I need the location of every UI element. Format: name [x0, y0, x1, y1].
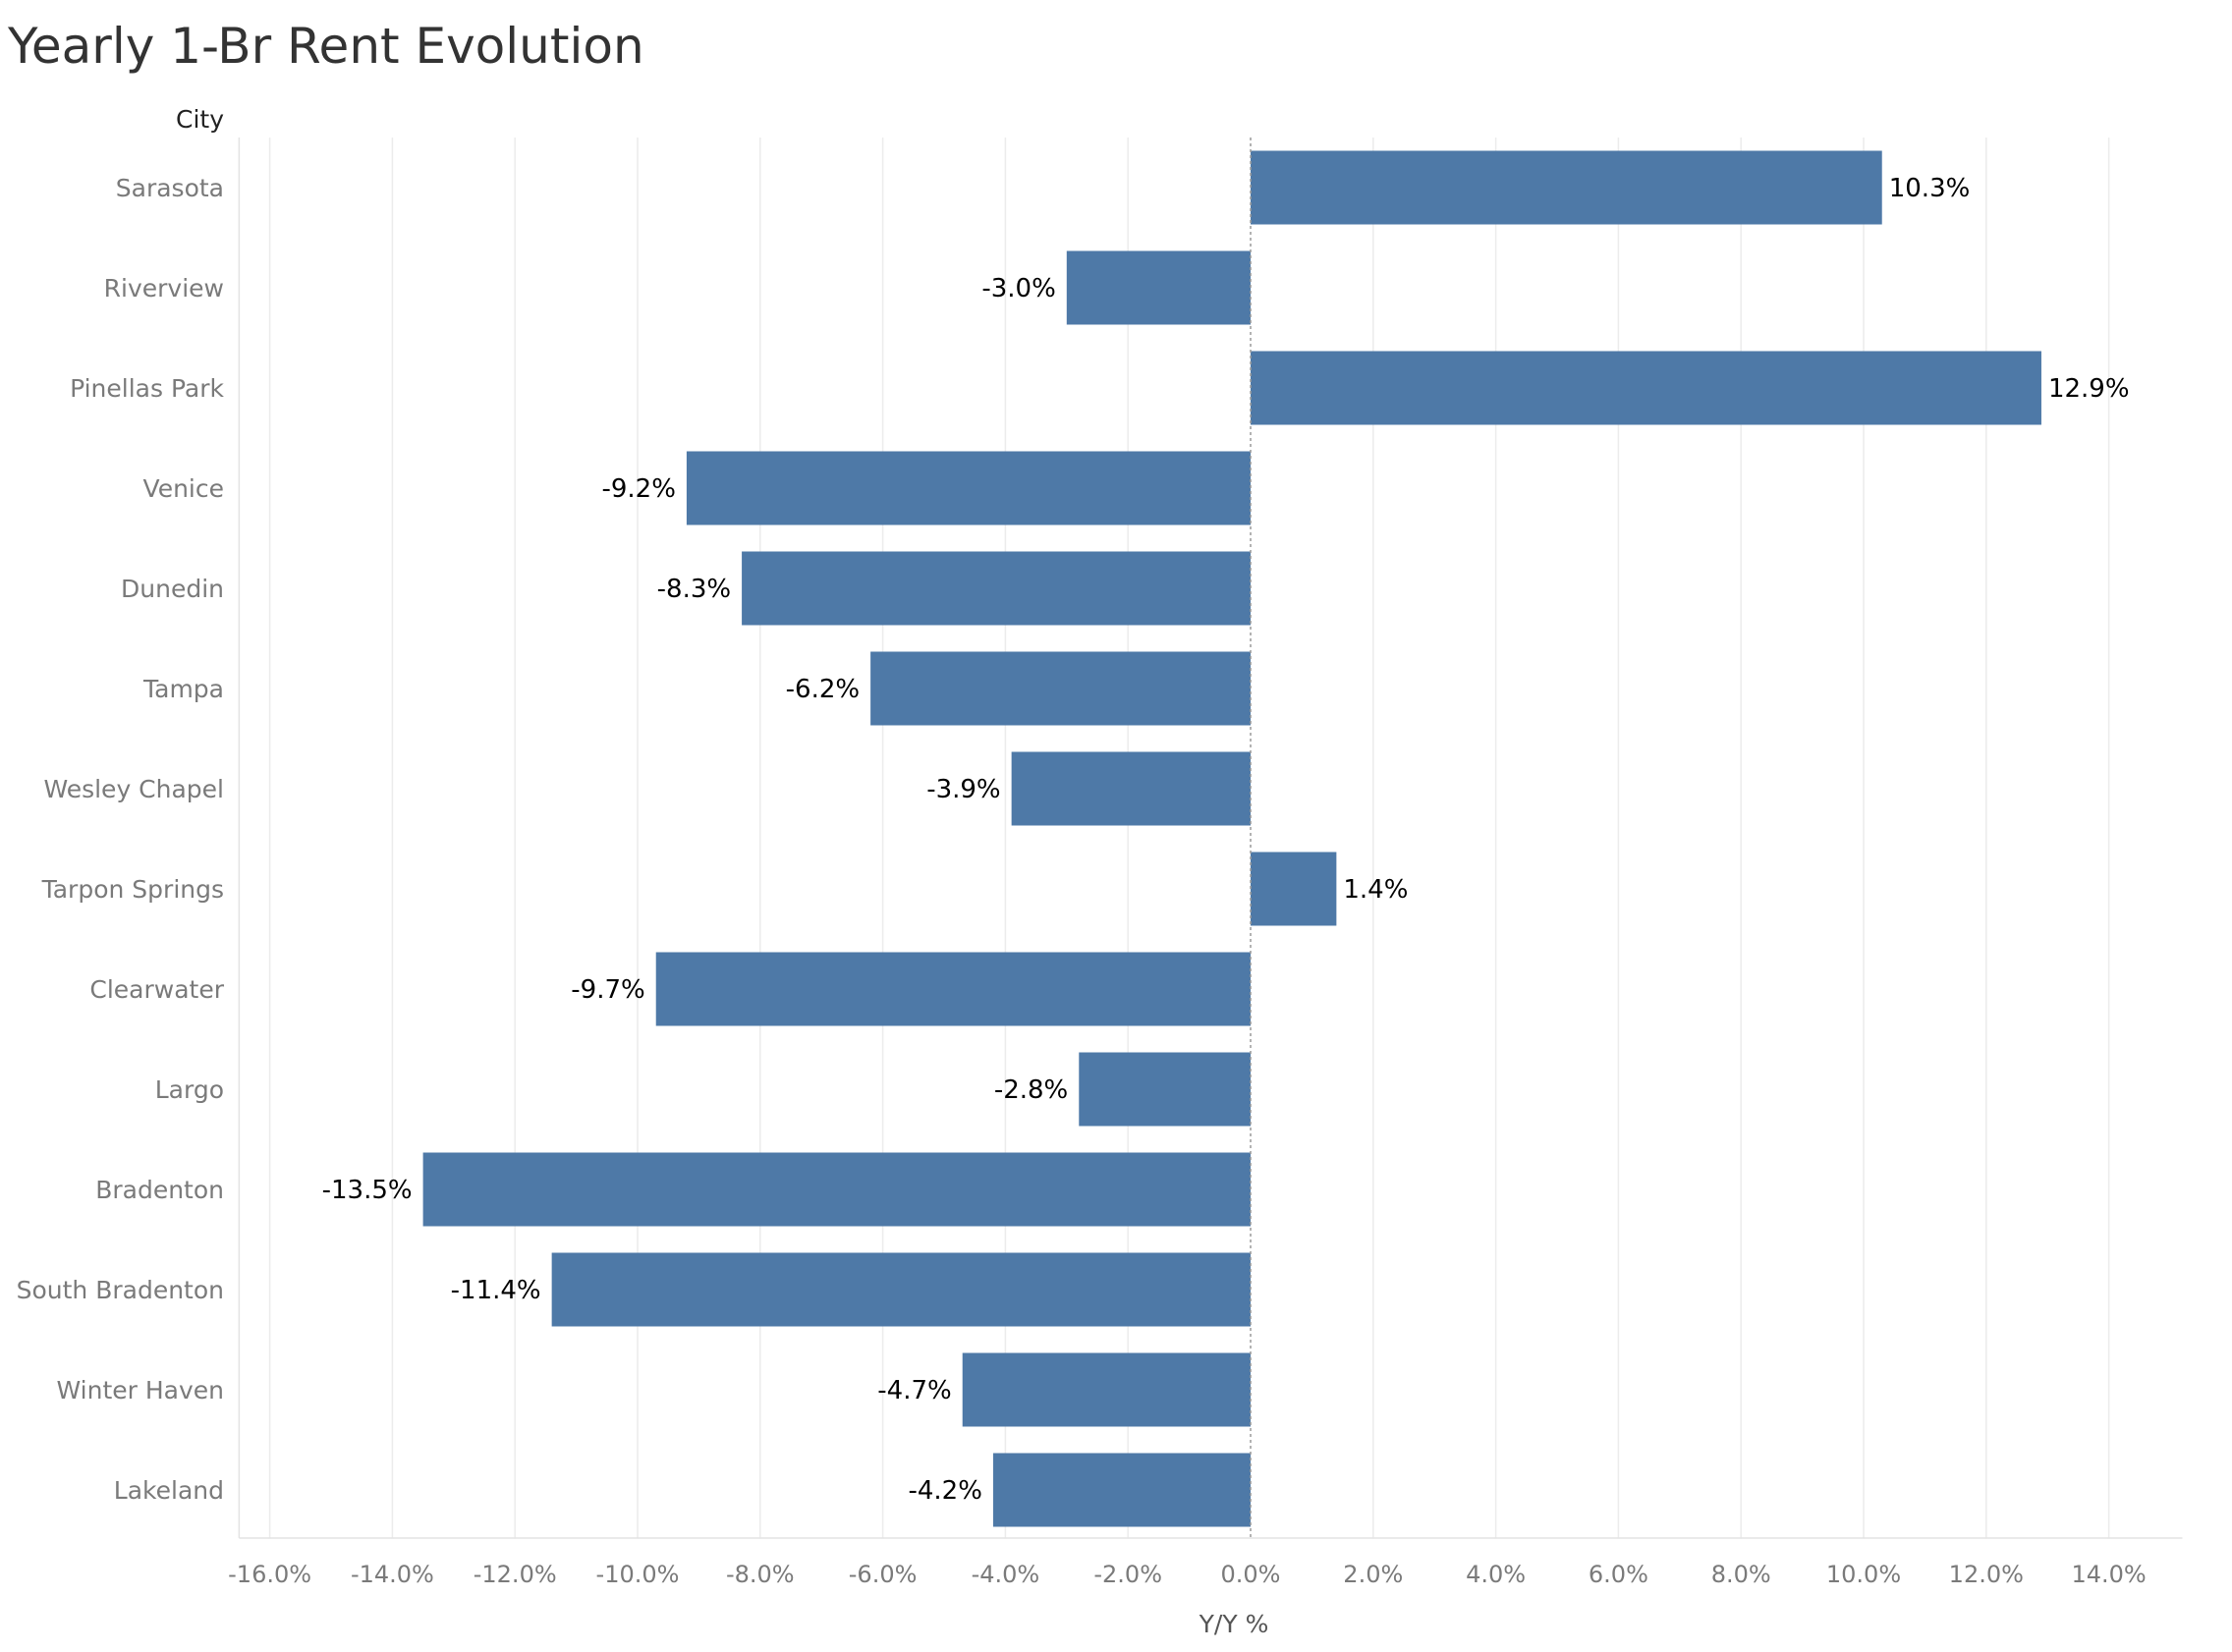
chart-title: Yearly 1-Br Rent Evolution: [7, 18, 644, 75]
bar: [1011, 751, 1251, 826]
bar: [962, 1352, 1251, 1427]
data-label: -4.7%: [877, 1376, 951, 1405]
bar: [992, 1453, 1251, 1527]
bar: [1066, 250, 1251, 325]
x-tick-label: -16.0%: [228, 1561, 311, 1588]
bar: [551, 1252, 1251, 1327]
category-label: Tarpon Springs: [41, 875, 224, 904]
city-labels: Sarasota Riverview Pinellas Park Venice Dune…: [17, 174, 225, 1505]
x-tick-label: 0.0%: [1221, 1561, 1281, 1588]
category-label: Venice: [143, 474, 224, 503]
category-label: Winter Haven: [56, 1376, 224, 1404]
data-label: -3.9%: [926, 775, 1000, 804]
bar: [1251, 351, 2041, 425]
bar: [742, 551, 1251, 626]
x-axis-title: Y/Y %: [1199, 1610, 1269, 1638]
bar: [1251, 852, 1337, 926]
bar: [1251, 150, 1882, 225]
data-label: 1.4%: [1343, 875, 1408, 905]
x-tick-label: 4.0%: [1466, 1561, 1526, 1588]
x-tick-label: -2.0%: [1093, 1561, 1162, 1588]
category-label: Riverview: [104, 274, 224, 303]
data-label: -6.2%: [786, 675, 860, 704]
x-tick-label: 10.0%: [1826, 1561, 1901, 1588]
data-label: -2.8%: [994, 1075, 1068, 1105]
x-tick-label: -12.0%: [474, 1561, 557, 1588]
category-label: Largo: [155, 1075, 224, 1104]
x-tick-label: 14.0%: [2071, 1561, 2146, 1588]
category-label: Wesley Chapel: [43, 775, 224, 803]
category-label: Tampa: [142, 675, 224, 703]
x-tick-label: 2.0%: [1343, 1561, 1403, 1588]
category-label: Sarasota: [116, 174, 224, 202]
bar: [422, 1152, 1252, 1227]
category-label: South Bradenton: [17, 1276, 224, 1304]
category-label: Clearwater: [89, 975, 224, 1004]
category-label: Lakeland: [114, 1476, 224, 1505]
bars: [422, 138, 2041, 1538]
category-label: Pinellas Park: [70, 374, 224, 403]
gridlines: [238, 138, 2183, 1539]
category-label: Dunedin: [121, 575, 224, 603]
x-tick-label: -14.0%: [351, 1561, 434, 1588]
bar: [686, 451, 1251, 525]
x-tick-label: -8.0%: [726, 1561, 795, 1588]
data-label: -9.7%: [571, 975, 644, 1005]
data-label: -11.4%: [451, 1276, 541, 1305]
x-tick-label: -10.0%: [596, 1561, 680, 1588]
data-label: 10.3%: [1889, 174, 1971, 203]
bar: [1079, 1052, 1251, 1127]
data-label: -9.2%: [601, 474, 675, 504]
value-labels: 10.3% -3.0% 12.9% -9.2% -8.3% -6.2% -3.9% 1.4% -…: [322, 174, 2130, 1506]
data-label: -8.3%: [657, 575, 731, 604]
bar: [655, 952, 1251, 1026]
x-tick-label: 12.0%: [1949, 1561, 2024, 1588]
data-label: -4.2%: [908, 1476, 981, 1506]
data-label: -3.0%: [981, 274, 1055, 303]
bar: [870, 651, 1251, 726]
data-label: -13.5%: [322, 1176, 413, 1205]
data-label: 12.9%: [2048, 374, 2130, 404]
row-header-city: City: [176, 105, 224, 134]
x-axis-ticks: -16.0% -14.0% -12.0% -10.0% -8.0% -6.0% -4.0% -…: [228, 1561, 2147, 1588]
x-tick-label: 6.0%: [1589, 1561, 1648, 1588]
x-tick-label: -6.0%: [849, 1561, 918, 1588]
category-label: Bradenton: [95, 1176, 224, 1204]
x-tick-label: -4.0%: [972, 1561, 1040, 1588]
x-tick-label: 8.0%: [1711, 1561, 1771, 1588]
